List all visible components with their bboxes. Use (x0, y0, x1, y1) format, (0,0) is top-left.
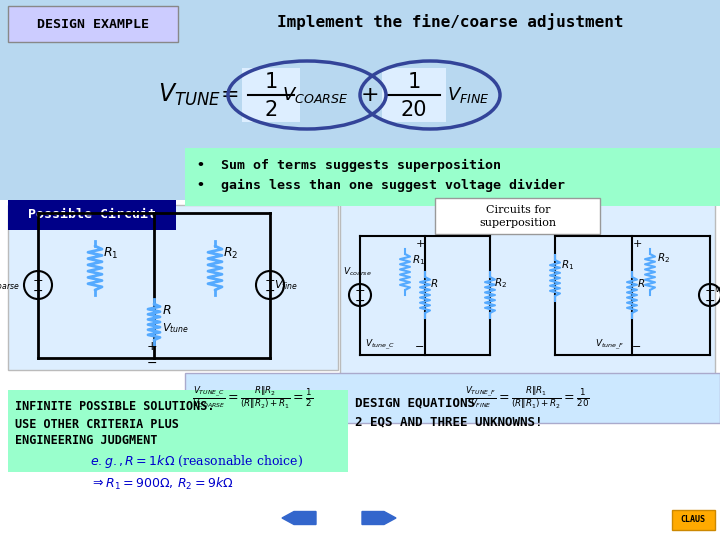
Text: +: + (32, 274, 43, 287)
Text: INFINITE POSSIBLE SOLUTIONS.: INFINITE POSSIBLE SOLUTIONS. (15, 401, 215, 414)
Text: Circuits for: Circuits for (486, 205, 550, 215)
Bar (8, 200, 176, 230)
Text: $e.g., R = 1k\Omega$ (reasonable choice): $e.g., R = 1k\Omega$ (reasonable choice) (90, 454, 303, 470)
Text: $R$: $R$ (637, 277, 645, 289)
Bar (185, 373, 720, 423)
Text: •  Sum of terms suggests superposition: • Sum of terms suggests superposition (197, 158, 501, 172)
Text: $\frac{V_{TUNE\_F}}{V_{FINE}} = \frac{R\|R_1}{(R\|R_1)+R_2} = \frac{1}{20}$: $\frac{V_{TUNE\_F}}{V_{FINE}} = \frac{R\… (465, 384, 590, 411)
Text: $R_1$: $R_1$ (103, 246, 118, 261)
Text: −: − (265, 285, 275, 298)
Bar (185, 148, 720, 206)
Text: +: + (355, 285, 365, 298)
Text: +: + (361, 85, 379, 105)
FancyArrow shape (282, 511, 316, 524)
Text: $V_{coarse}$: $V_{coarse}$ (343, 266, 372, 278)
Text: •  gains less than one suggest voltage divider: • gains less than one suggest voltage di… (197, 178, 565, 192)
Text: Implement the fine/coarse adjustment: Implement the fine/coarse adjustment (276, 14, 624, 30)
Text: $V_{tune\_F}$: $V_{tune\_F}$ (595, 338, 624, 352)
Text: $V_{FINE}$: $V_{FINE}$ (446, 85, 490, 105)
Text: $V_{fine}$: $V_{fine}$ (274, 278, 298, 292)
Text: −: − (632, 342, 642, 352)
Text: −: − (147, 356, 157, 369)
Text: 1: 1 (264, 72, 278, 92)
Text: $R_2$: $R_2$ (223, 246, 238, 261)
Text: $\frac{V_{TUNE\_C}}{V_{COARSE}} = \frac{R\|R_2}{(R\|R_2)+R_1} = \frac{1}{2}$: $\frac{V_{TUNE\_C}}{V_{COARSE}} = \frac{… (192, 384, 313, 411)
Text: +: + (705, 285, 715, 298)
Text: 2: 2 (264, 100, 278, 120)
Text: +: + (147, 340, 157, 353)
Text: DESIGN EXAMPLE: DESIGN EXAMPLE (37, 17, 149, 30)
Text: $V_{tune\_C}$: $V_{tune\_C}$ (365, 338, 395, 352)
Text: +: + (265, 274, 275, 287)
Text: DESIGN EQUATIONS: DESIGN EQUATIONS (355, 396, 475, 409)
Text: +: + (415, 239, 425, 249)
Text: $V_{COARSE}$: $V_{COARSE}$ (282, 85, 348, 105)
Bar (8, 6, 178, 42)
Text: 2 EQS AND THREE UNKNOWNS!: 2 EQS AND THREE UNKNOWNS! (355, 415, 542, 429)
Bar (382, 68, 446, 122)
Bar (672, 510, 715, 530)
Bar (0, 0, 720, 200)
Text: $R_1$: $R_1$ (561, 258, 574, 272)
Text: $R_2$: $R_2$ (657, 251, 670, 265)
Text: $V_{coarse}$: $V_{coarse}$ (0, 278, 20, 292)
Text: −: − (415, 342, 425, 352)
Text: 20: 20 (401, 100, 427, 120)
Text: CLAUS: CLAUS (680, 516, 706, 524)
Text: $\Rightarrow R_1 = 900\Omega,\, R_2 = 9k\Omega$: $\Rightarrow R_1 = 900\Omega,\, R_2 = 9k… (90, 476, 233, 492)
Bar (340, 195, 715, 375)
Text: $R_1$: $R_1$ (412, 253, 426, 267)
Bar (242, 68, 300, 122)
Text: $R$: $R$ (430, 277, 438, 289)
Text: $V_{TUNE}$: $V_{TUNE}$ (158, 82, 222, 108)
Text: 1: 1 (408, 72, 420, 92)
Text: ENGINEERING JUDGMENT: ENGINEERING JUDGMENT (15, 435, 158, 448)
Text: −: − (705, 294, 715, 307)
Text: USE OTHER CRITERIA PLUS: USE OTHER CRITERIA PLUS (15, 417, 179, 430)
Text: $R$: $R$ (162, 303, 171, 316)
Text: Possible Circuit: Possible Circuit (28, 208, 156, 221)
Text: −: − (32, 285, 43, 298)
Text: +: + (632, 239, 642, 249)
Text: superposition: superposition (480, 218, 557, 228)
Bar (8, 390, 348, 472)
Text: =: = (221, 85, 239, 105)
Text: $R_2$: $R_2$ (494, 276, 507, 290)
Text: $V_{fine}$: $V_{fine}$ (714, 284, 720, 296)
FancyArrow shape (362, 511, 396, 524)
Bar (8, 205, 338, 370)
Bar (435, 198, 600, 234)
Text: $V_{tune}$: $V_{tune}$ (162, 321, 189, 335)
Text: −: − (355, 294, 365, 307)
